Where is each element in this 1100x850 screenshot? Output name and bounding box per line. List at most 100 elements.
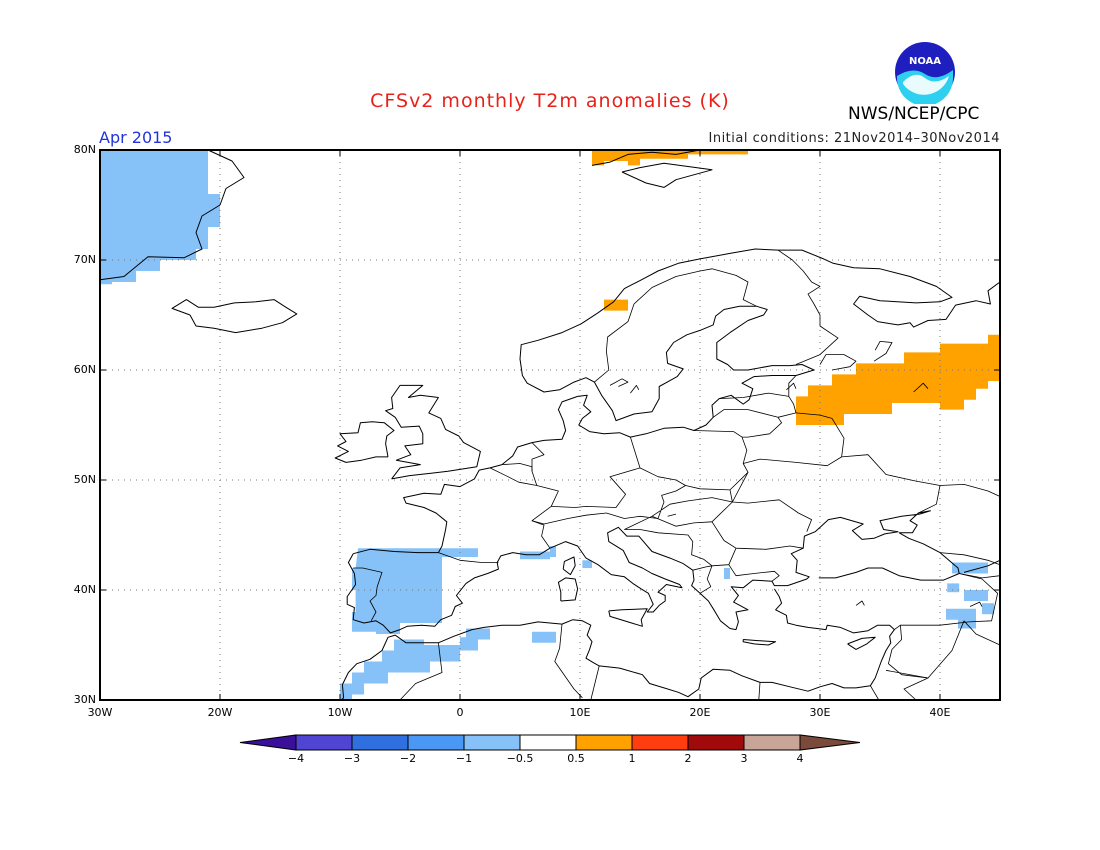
map-frame [99, 149, 1001, 701]
coastline-british-isles [385, 384, 481, 480]
border-albania [692, 565, 713, 594]
colorbar-box [351, 734, 409, 751]
lake-vanern [609, 378, 629, 387]
colorbar-box [631, 734, 689, 751]
coastline-ireland [334, 421, 395, 463]
border-turkey-east [894, 573, 998, 630]
coastline-crete [742, 639, 777, 646]
anomaly-region-east-turkey-cold-b [982, 603, 994, 615]
border-alps [531, 485, 733, 530]
colorbar-arrow-right [799, 734, 861, 751]
lat-label: 50N [73, 473, 96, 486]
colorbar-label: −0.5 [506, 752, 534, 765]
coastlines-layer [99, 149, 1001, 701]
agency-label: NWS/NCEP/CPC [848, 104, 980, 124]
lake-onega [873, 340, 893, 362]
colorbar-box [687, 734, 745, 751]
border-georgia-south [959, 573, 1001, 579]
border-portugal-spain [353, 567, 383, 621]
coastline-corsica [562, 556, 576, 576]
anomaly-region-caucasus-cold [952, 562, 988, 574]
border-finland-russia [777, 249, 839, 365]
lon-label: 20W [207, 706, 233, 719]
lake-balaton [667, 513, 677, 517]
border-egypt-israel [870, 685, 880, 701]
noaa-logo-text: NOAA [909, 56, 941, 67]
gridlines-layer [100, 150, 1000, 700]
coastline-sardinia [557, 577, 579, 602]
anomaly-region-east-turkey-cold-a [964, 590, 988, 601]
lon-label: 40E [929, 706, 951, 719]
lake-peipus [786, 382, 797, 391]
anomaly-region-italy-cold [582, 560, 592, 568]
border-germany-east [551, 436, 641, 508]
lat-label: 70N [73, 253, 96, 266]
lake-rybinsk [913, 382, 929, 393]
anomaly-region-east-turkey-cold-c [946, 608, 976, 629]
colorbar-label: −4 [287, 752, 305, 765]
anomaly-region-tunisia-cold [532, 631, 556, 643]
anomaly-region-corsica-cold [520, 546, 556, 560]
border-hungary-south [651, 515, 713, 527]
colorbar-label: 1 [628, 752, 636, 765]
noaa-logo-gull-icon [903, 74, 949, 95]
colorbar-label: −2 [399, 752, 417, 765]
border-benelux [501, 463, 533, 472]
coastline-iceland [171, 299, 298, 334]
coastline-caspian [963, 559, 1001, 573]
chart-title: CFSv2 monthly T2m anomalies (K) [370, 90, 730, 112]
coastline-iberia [353, 248, 1001, 555]
lon-label: 20E [689, 706, 711, 719]
lat-label: 80N [73, 143, 96, 156]
lat-label: 60N [73, 363, 96, 376]
anomaly-region-north-africa-cold [340, 628, 490, 700]
colorbar-label: −3 [343, 752, 361, 765]
anomaly-region-russia-warm [796, 334, 1000, 425]
border-france-east [489, 467, 559, 549]
border-caucasus [939, 552, 1001, 566]
colorbar-label: 2 [684, 752, 692, 765]
border-estonia-russia [788, 375, 797, 397]
colorbar-label: −1 [455, 752, 473, 765]
colorbar-label: 4 [796, 752, 804, 765]
coastline-sicily [608, 608, 648, 627]
lon-label: 30W [87, 706, 113, 719]
border-libya-tunisia [590, 665, 600, 701]
lon-label: 10E [569, 706, 591, 719]
border-ukraine-russia [841, 454, 941, 514]
colorbar-box [743, 734, 801, 751]
border-czech-poland [639, 467, 686, 486]
border-tunisia-algeria [554, 624, 583, 699]
lat-label: 30N [73, 693, 96, 706]
border-iraq-iran [963, 620, 1001, 646]
colorbar-label: 3 [740, 752, 748, 765]
colorbar-box [463, 734, 521, 751]
coastline-greenland-east [99, 149, 245, 281]
lon-label: 0 [456, 706, 464, 719]
border-germany-west [531, 442, 545, 486]
colorbar-box [519, 734, 577, 751]
lake-van [969, 601, 983, 607]
border-jordan [885, 669, 929, 701]
coastline-cyprus [847, 636, 876, 650]
colorbar-box [575, 734, 633, 751]
anomaly-region-norway-warm [604, 299, 628, 311]
border-baltics [712, 409, 782, 438]
border-libya-egypt [758, 682, 761, 701]
lake-vattern [630, 384, 640, 394]
lake-tuz [855, 600, 865, 606]
border-france-spain [438, 552, 499, 563]
border-norway-sweden [594, 268, 757, 383]
colorbar-box [407, 734, 465, 751]
lon-label: 10W [327, 706, 353, 719]
valid-month-label: Apr 2015 [99, 128, 173, 147]
tick-marks-layer [99, 149, 1000, 701]
border-balkans-2 [728, 564, 780, 582]
border-balkans [624, 529, 737, 567]
anomaly-region-greenland-weak-cold [100, 150, 220, 285]
coastline-svalbard-south [621, 162, 713, 188]
lake-ladoga [819, 354, 857, 371]
anomaly-region-balkan-cold [724, 568, 730, 579]
